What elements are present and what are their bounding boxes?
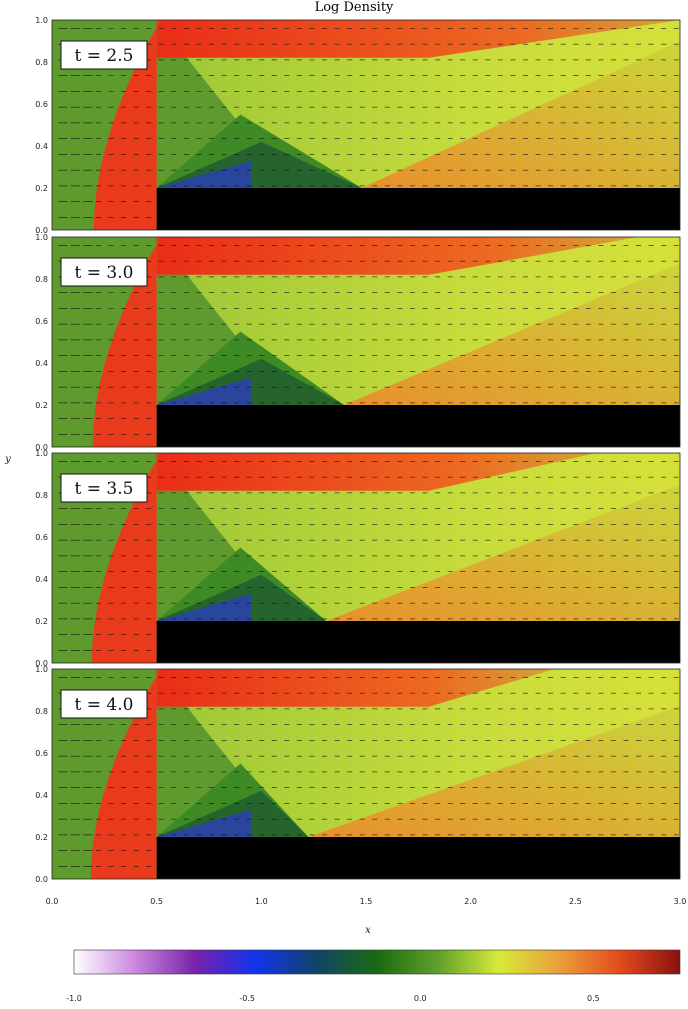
y-tick-label: 0.4 — [35, 791, 48, 800]
colorbar — [73, 949, 681, 975]
panel-3: 0.0 0.2 0.4 0.6 0.8 1.0 t = 3.5 — [35, 449, 681, 668]
x-tick-labels: 0.0 0.5 1.0 1.5 2.0 2.5 3.0 — [46, 897, 687, 906]
colorbar-tick-labels: -1.0 -0.5 0.0 0.5 — [66, 994, 600, 1003]
time-label: t = 3.5 — [60, 473, 148, 503]
y-tick-label: 0.4 — [35, 359, 48, 368]
step-obstacle — [156, 621, 680, 663]
bow-shock-region — [93, 20, 161, 230]
panel-2: 0.0 0.2 0.4 0.6 0.8 1.0 t = 3.0 — [35, 233, 681, 452]
x-tick-label: 2.0 — [464, 897, 477, 906]
x-tick-label: 0.0 — [46, 897, 59, 906]
time-label-text: t = 3.0 — [75, 263, 134, 283]
reflected-shock-region — [344, 263, 680, 405]
y-tick-label: 0.0 — [35, 226, 48, 235]
y-tick-label: 0.6 — [35, 749, 48, 758]
y-tick-label: 0.2 — [35, 833, 48, 842]
y-tick-label: 0.4 — [35, 142, 48, 151]
y-tick-label: 0.2 — [35, 184, 48, 193]
y-tick-label: 1.0 — [35, 665, 48, 674]
mach-stem-region — [156, 237, 639, 275]
reflected-shock-region — [361, 41, 680, 188]
bow-shock-region — [91, 453, 161, 663]
y-tick-label: 0.2 — [35, 617, 48, 626]
y-tick-label: 0.8 — [35, 275, 48, 284]
y-tick-label: 0.0 — [35, 875, 48, 884]
panel-1: 0.0 0.2 0.4 0.6 0.8 1.0 t = 2.5 — [35, 16, 681, 235]
x-tick-label: 0.5 — [150, 897, 163, 906]
y-tick-label: 0.0 — [35, 659, 48, 668]
y-tick-label: 1.0 — [35, 449, 48, 458]
panels-group: 0.0 0.2 0.4 0.6 0.8 1.0 t = 2.5 0.0 0.2 0.4 0.6 0.8… — [35, 16, 681, 884]
y-tick-label: 1.0 — [35, 16, 48, 25]
step-obstacle — [156, 837, 680, 879]
step-obstacle — [156, 188, 680, 230]
y-tick-label: 0.4 — [35, 575, 48, 584]
y-tick-label: 0.6 — [35, 100, 48, 109]
mach-stem-region — [156, 20, 680, 58]
velocity-vectors — [58, 245, 679, 435]
y-tick-label: 0.0 — [35, 443, 48, 452]
mach-stem-region — [156, 669, 555, 707]
low-density-pocket — [156, 377, 251, 405]
time-label-text: t = 2.5 — [75, 46, 134, 66]
colorbar-tick-label: -1.0 — [66, 994, 82, 1003]
reflected-shock-region — [326, 484, 680, 621]
y-tick-label: 0.8 — [35, 491, 48, 500]
bow-shock-region — [90, 669, 161, 879]
velocity-vectors — [58, 677, 679, 867]
time-label: t = 2.5 — [60, 40, 148, 70]
y-tick-label: 0.6 — [35, 533, 48, 542]
low-density-pocket — [156, 809, 251, 837]
panel-frame — [51, 236, 681, 448]
low-density-pocket — [156, 593, 251, 621]
bow-shock-region — [92, 237, 161, 447]
colorbar-tick-label: -0.5 — [239, 994, 255, 1003]
step-obstacle — [156, 405, 680, 447]
colorbar-tick-label: 0.0 — [414, 994, 427, 1003]
x-tick-label: 3.0 — [674, 897, 687, 906]
time-label: t = 3.0 — [60, 257, 148, 287]
y-axis-label: y — [4, 454, 11, 465]
low-density-pocket — [156, 160, 251, 188]
panel-frame — [51, 19, 681, 231]
time-label: t = 4.0 — [60, 689, 148, 719]
y-tick-label: 0.8 — [35, 707, 48, 716]
reflected-shock-region — [308, 705, 680, 837]
y-tick-label: 0.6 — [35, 317, 48, 326]
time-label-text: t = 4.0 — [75, 695, 134, 715]
panel-frame — [51, 668, 681, 880]
velocity-vectors — [58, 28, 679, 218]
y-tick-label: 1.0 — [35, 233, 48, 242]
colorbar-tick-label: 0.5 — [587, 994, 600, 1003]
expansion-core — [156, 790, 309, 837]
time-label-text: t = 3.5 — [75, 479, 134, 499]
y-tick-label: 0.8 — [35, 58, 48, 67]
chart-title: Log Density — [315, 0, 394, 15]
x-tick-label: 2.5 — [569, 897, 582, 906]
y-tick-label: 0.2 — [35, 401, 48, 410]
panel-frame — [51, 452, 681, 664]
x-tick-label: 1.0 — [255, 897, 268, 906]
x-axis-label: x — [365, 925, 371, 936]
mach-stem-region — [156, 453, 597, 491]
x-tick-label: 1.5 — [360, 897, 373, 906]
velocity-vectors — [58, 461, 679, 651]
panel-4: 0.0 0.2 0.4 0.6 0.8 1.0 t = 4.0 — [35, 665, 681, 884]
